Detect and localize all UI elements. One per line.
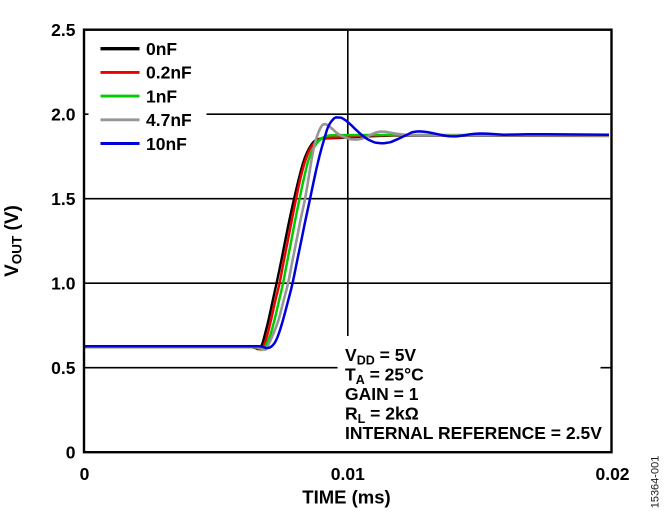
svg-text:1.0: 1.0	[51, 274, 76, 294]
svg-text:2.0: 2.0	[51, 105, 76, 125]
svg-text:4.7nF: 4.7nF	[146, 110, 192, 130]
svg-text:INTERNAL REFERENCE = 2.5V: INTERNAL REFERENCE = 2.5V	[345, 423, 602, 443]
svg-text:0.5: 0.5	[51, 358, 76, 378]
svg-text:1nF: 1nF	[146, 86, 177, 106]
svg-text:GAIN = 1: GAIN = 1	[345, 384, 419, 404]
svg-text:2.5: 2.5	[51, 20, 76, 40]
svg-text:0.2nF: 0.2nF	[146, 63, 192, 83]
svg-text:TIME (ms): TIME (ms)	[302, 486, 390, 507]
svg-text:0: 0	[66, 443, 76, 463]
svg-text:15364-001: 15364-001	[650, 456, 662, 509]
svg-text:0: 0	[80, 464, 90, 484]
svg-text:0.01: 0.01	[331, 464, 365, 484]
svg-text:0.02: 0.02	[595, 464, 629, 484]
svg-text:1.5: 1.5	[51, 189, 76, 209]
svg-text:TA = 25°C: TA = 25°C	[345, 364, 424, 387]
svg-text:0nF: 0nF	[146, 39, 177, 59]
svg-text:10nF: 10nF	[146, 134, 187, 154]
